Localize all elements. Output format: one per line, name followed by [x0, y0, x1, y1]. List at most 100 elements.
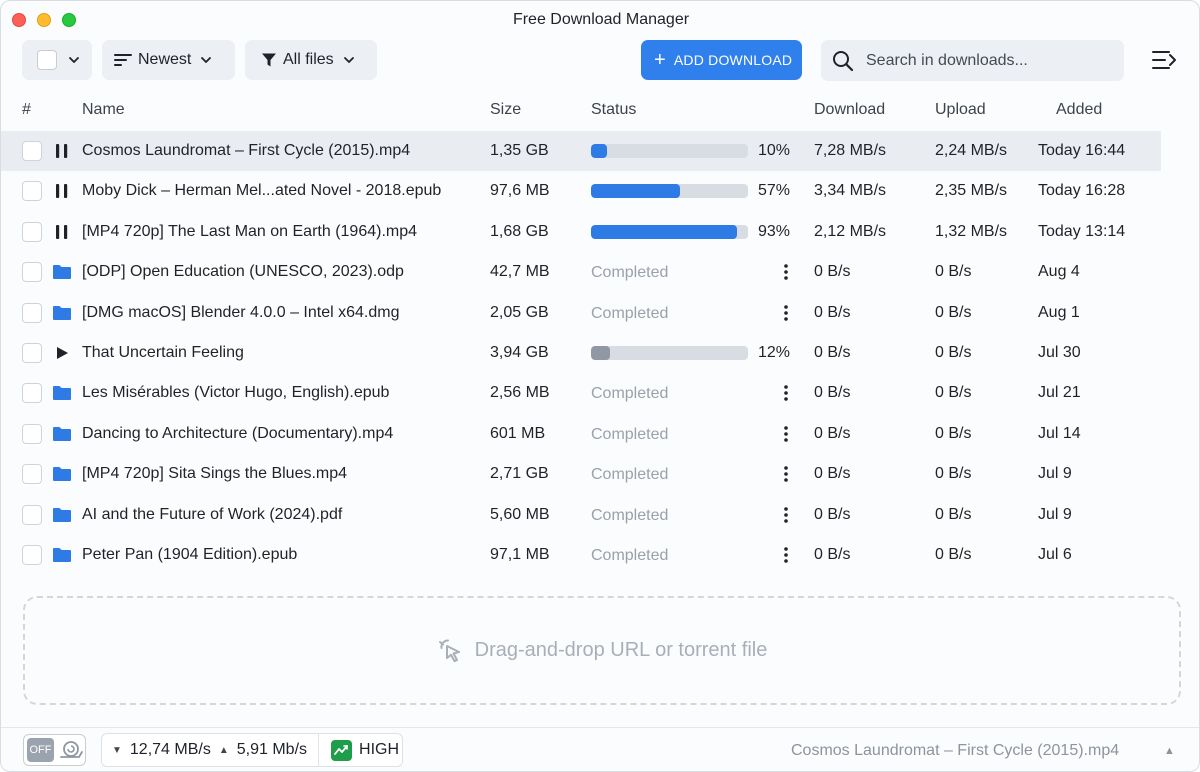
download-row[interactable]: Moby Dick – Herman Mel...ated Novel - 20… [1, 171, 1161, 211]
close-window-button[interactable] [12, 13, 26, 27]
download-row[interactable]: That Uncertain Feeling 3,94 GB 12% 0 B/s 0 B… [1, 333, 1161, 373]
file-name: [MP4 720p] The Last Man on Earth (1964).… [82, 222, 418, 240]
download-row[interactable]: [MP4 720p] Sita Sings the Blues.mp4 2,71 … [1, 454, 1161, 494]
download-row[interactable]: AI and the Future of Work (2024).pdf 5,60… [1, 495, 1161, 535]
filter-dropdown[interactable]: All files [245, 40, 377, 80]
current-download-name[interactable]: Cosmos Laundromat – First Cycle (2015).m… [791, 742, 1120, 759]
select-all-dropdown[interactable] [22, 40, 92, 80]
progress-bar [591, 346, 748, 360]
row-checkbox[interactable] [22, 181, 42, 202]
file-size: 1,35 GB [490, 142, 549, 159]
progress-bar [591, 144, 748, 158]
play-icon[interactable] [52, 343, 72, 363]
download-row[interactable]: [ODP] Open Education (UNESCO, 2023).odp 4… [1, 252, 1161, 292]
row-checkbox[interactable] [22, 221, 42, 242]
more-options-icon[interactable] [779, 464, 793, 484]
column-header-download[interactable]: Download [814, 101, 886, 118]
file-size: 5,60 MB [490, 505, 550, 523]
column-header-status[interactable]: Status [591, 101, 637, 118]
upload-speed: 0 B/s [935, 263, 972, 281]
more-options-icon[interactable] [779, 424, 793, 444]
row-checkbox[interactable] [22, 504, 42, 525]
date-added: Today 16:28 [1038, 182, 1126, 200]
file-name: Peter Pan (1904 Edition).epub [82, 546, 298, 563]
row-checkbox[interactable] [22, 262, 42, 283]
folder-icon[interactable] [52, 464, 72, 484]
column-header-size[interactable]: Size [490, 101, 522, 118]
row-checkbox[interactable] [22, 302, 42, 323]
date-added: Jul 14 [1038, 424, 1081, 442]
more-options-icon[interactable] [779, 545, 793, 565]
maximize-window-button[interactable] [62, 13, 76, 27]
date-added: Today 13:14 [1038, 222, 1126, 240]
row-checkbox[interactable] [22, 464, 42, 485]
chevron-down-icon [69, 57, 79, 63]
status-completed: Completed [591, 264, 669, 282]
title-bar: Free Download Manager [1, 1, 1199, 37]
date-added: Jul 9 [1038, 505, 1072, 523]
snail-mode-toggle[interactable]: OFF [23, 734, 86, 766]
row-checkbox[interactable] [22, 343, 42, 363]
speed-panel[interactable]: ▼ 12,74 MB/s ▲ 5,91 Mb/s HIGH [101, 733, 403, 767]
column-header-upload[interactable]: Upload [935, 101, 986, 118]
column-header-name[interactable]: Name [82, 101, 125, 118]
file-name: AI and the Future of Work (2024).pdf [82, 505, 343, 523]
more-options-icon[interactable] [779, 262, 793, 282]
upload-speed: 2,24 MB/s [935, 142, 1008, 159]
row-checkbox[interactable] [22, 141, 42, 161]
download-row[interactable]: Dancing to Architecture (Documentary).mp… [1, 414, 1161, 454]
select-all-checkbox[interactable] [37, 50, 57, 70]
minimize-window-button[interactable] [37, 13, 51, 27]
total-download-speed: 12,74 MB/s [129, 741, 211, 758]
more-options-icon[interactable] [779, 383, 793, 403]
window-title: Free Download Manager [512, 11, 690, 28]
download-row[interactable]: Cosmos Laundromat – First Cycle (2015).m… [1, 131, 1161, 171]
download-speed: 0 B/s [814, 384, 851, 402]
menu-icon[interactable] [1152, 49, 1178, 71]
status-completed: Completed [591, 466, 669, 484]
expand-details-icon[interactable]: ▲ [1164, 745, 1175, 757]
progress-percent: 12% [758, 344, 791, 361]
download-row[interactable]: [DMG macOS] Blender 4.0.0 – Intel x64.dm… [1, 293, 1161, 333]
add-download-button[interactable]: + ADD DOWNLOAD [641, 40, 802, 80]
upload-speed: 0 B/s [935, 303, 972, 321]
folder-icon[interactable] [52, 303, 72, 323]
more-options-icon[interactable] [779, 303, 793, 323]
column-header-added[interactable]: Added [1056, 101, 1103, 118]
folder-icon[interactable] [52, 262, 72, 282]
search-input[interactable] [866, 51, 1106, 70]
row-checkbox[interactable] [22, 383, 42, 404]
folder-icon[interactable] [52, 505, 72, 525]
pause-icon[interactable] [52, 222, 72, 242]
folder-icon[interactable] [52, 424, 72, 444]
upload-speed: 0 B/s [935, 424, 972, 442]
search-box[interactable] [821, 40, 1124, 81]
sort-dropdown[interactable]: Newest [102, 40, 235, 80]
file-name: That Uncertain Feeling [82, 344, 244, 361]
status-completed: Completed [591, 304, 669, 322]
column-header-number[interactable]: # [22, 101, 31, 118]
download-speed: 0 B/s [814, 263, 851, 281]
more-options-icon[interactable] [779, 505, 793, 525]
row-checkbox[interactable] [22, 423, 42, 444]
download-speed: 0 B/s [814, 303, 851, 321]
row-checkbox[interactable] [22, 545, 42, 565]
file-size: 2,71 GB [490, 465, 549, 483]
download-row[interactable]: Les Misérables (Victor Hugo, English).ep… [1, 373, 1161, 413]
download-speed: 0 B/s [814, 546, 851, 563]
pause-icon[interactable] [52, 141, 72, 161]
folder-icon[interactable] [52, 545, 72, 565]
date-added: Jul 21 [1038, 384, 1081, 402]
pause-icon[interactable] [52, 181, 72, 201]
drop-zone[interactable]: Drag-and-drop URL or torrent file [23, 596, 1181, 705]
folder-icon[interactable] [52, 383, 72, 403]
sort-icon [114, 54, 132, 66]
download-row[interactable]: [MP4 720p] The Last Man on Earth (1964).… [1, 212, 1161, 252]
status-completed: Completed [591, 385, 669, 403]
upload-speed: 0 B/s [935, 384, 972, 402]
file-size: 2,05 GB [490, 303, 549, 321]
file-size: 97,6 MB [490, 182, 550, 200]
file-size: 2,56 MB [490, 384, 550, 402]
download-row[interactable]: Peter Pan (1904 Edition).epub 97,1 MB Comp… [1, 535, 1161, 575]
